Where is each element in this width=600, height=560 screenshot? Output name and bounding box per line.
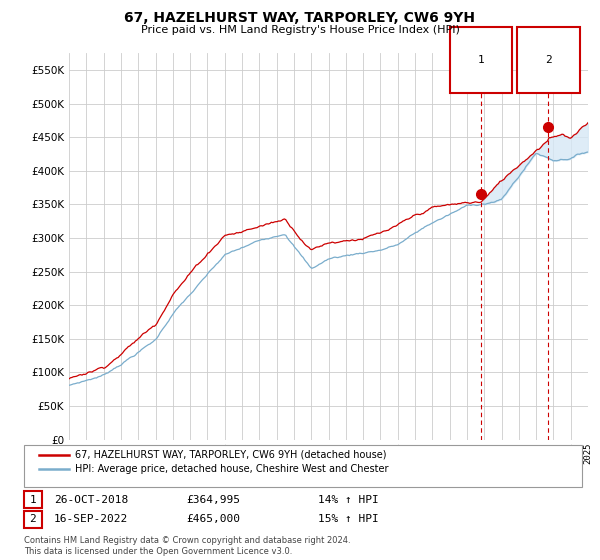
Text: 67, HAZELHURST WAY, TARPORLEY, CW6 9YH (detached house): 67, HAZELHURST WAY, TARPORLEY, CW6 9YH (… (75, 450, 386, 460)
Text: £465,000: £465,000 (186, 514, 240, 524)
Text: £364,995: £364,995 (186, 494, 240, 505)
Text: 14% ↑ HPI: 14% ↑ HPI (318, 494, 379, 505)
Text: 1: 1 (29, 494, 37, 505)
Text: 16-SEP-2022: 16-SEP-2022 (54, 514, 128, 524)
Text: Price paid vs. HM Land Registry's House Price Index (HPI): Price paid vs. HM Land Registry's House … (140, 25, 460, 35)
Text: 67, HAZELHURST WAY, TARPORLEY, CW6 9YH: 67, HAZELHURST WAY, TARPORLEY, CW6 9YH (125, 11, 476, 25)
Text: 1: 1 (478, 55, 484, 65)
Text: HPI: Average price, detached house, Cheshire West and Chester: HPI: Average price, detached house, Ches… (75, 464, 389, 474)
Text: Contains HM Land Registry data © Crown copyright and database right 2024.
This d: Contains HM Land Registry data © Crown c… (24, 536, 350, 556)
Text: 15% ↑ HPI: 15% ↑ HPI (318, 514, 379, 524)
Text: 26-OCT-2018: 26-OCT-2018 (54, 494, 128, 505)
Text: 2: 2 (29, 514, 37, 524)
Text: 2: 2 (545, 55, 552, 65)
